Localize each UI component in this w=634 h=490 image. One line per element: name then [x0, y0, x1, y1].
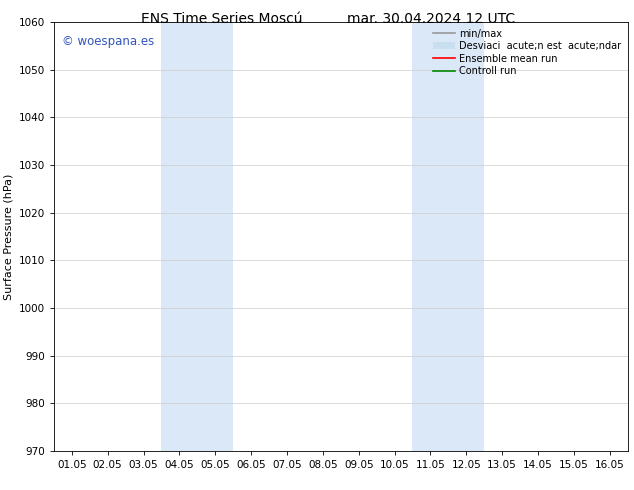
- Text: © woespana.es: © woespana.es: [63, 35, 155, 48]
- Text: ENS Time Series Moscú: ENS Time Series Moscú: [141, 12, 302, 26]
- Y-axis label: Surface Pressure (hPa): Surface Pressure (hPa): [3, 173, 13, 299]
- Text: mar. 30.04.2024 12 UTC: mar. 30.04.2024 12 UTC: [347, 12, 515, 26]
- Bar: [413, 22, 484, 451]
- Legend: min/max, Desviaci  acute;n est  acute;ndar, Ensemble mean run, Controll run: min/max, Desviaci acute;n est acute;ndar…: [432, 27, 623, 78]
- Bar: [162, 22, 233, 451]
